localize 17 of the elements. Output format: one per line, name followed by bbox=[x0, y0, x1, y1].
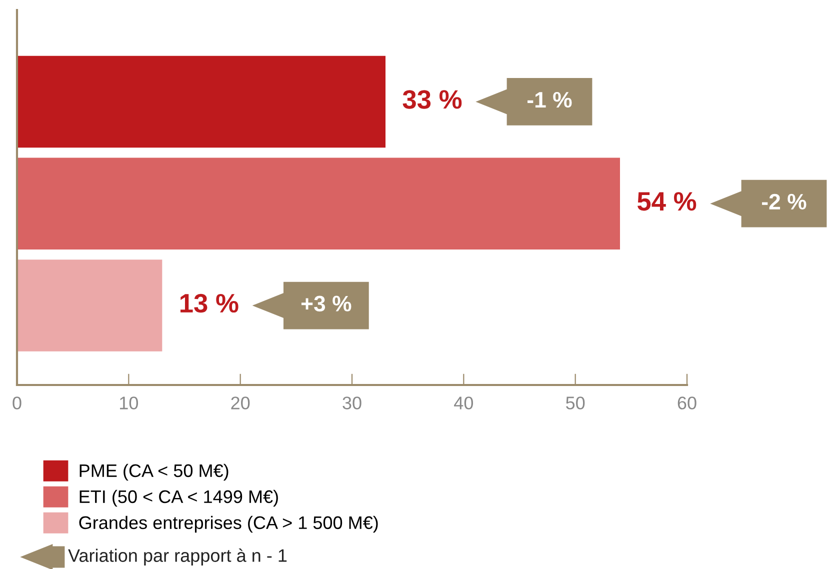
data-label: 13 % bbox=[180, 294, 238, 313]
legend-label: Grandes entreprises (CA > 1 500 M€) bbox=[79, 516, 378, 533]
data-label: 54 % bbox=[637, 192, 696, 211]
x-tick-label: 0 bbox=[12, 396, 22, 410]
x-tick-label: 10 bbox=[120, 396, 138, 410]
x-tick-label: 60 bbox=[678, 396, 696, 410]
x-tick-label: 20 bbox=[231, 396, 250, 410]
annotation: +3 % bbox=[301, 296, 352, 312]
data-label: 33 % bbox=[402, 90, 462, 109]
text: Variation par rapport à n - 1 bbox=[68, 548, 287, 566]
text: -2 % bbox=[762, 194, 806, 210]
legend-label: ETI (50 < CA < 1499 M€) bbox=[80, 490, 278, 507]
x-tick-label: 40 bbox=[454, 396, 474, 410]
legend-label: PME (CA < 50 M€) bbox=[80, 464, 228, 481]
x-tick-label: 30 bbox=[342, 396, 362, 410]
x-tick-label: 50 bbox=[566, 396, 585, 410]
annotation: -1 % bbox=[528, 92, 572, 108]
